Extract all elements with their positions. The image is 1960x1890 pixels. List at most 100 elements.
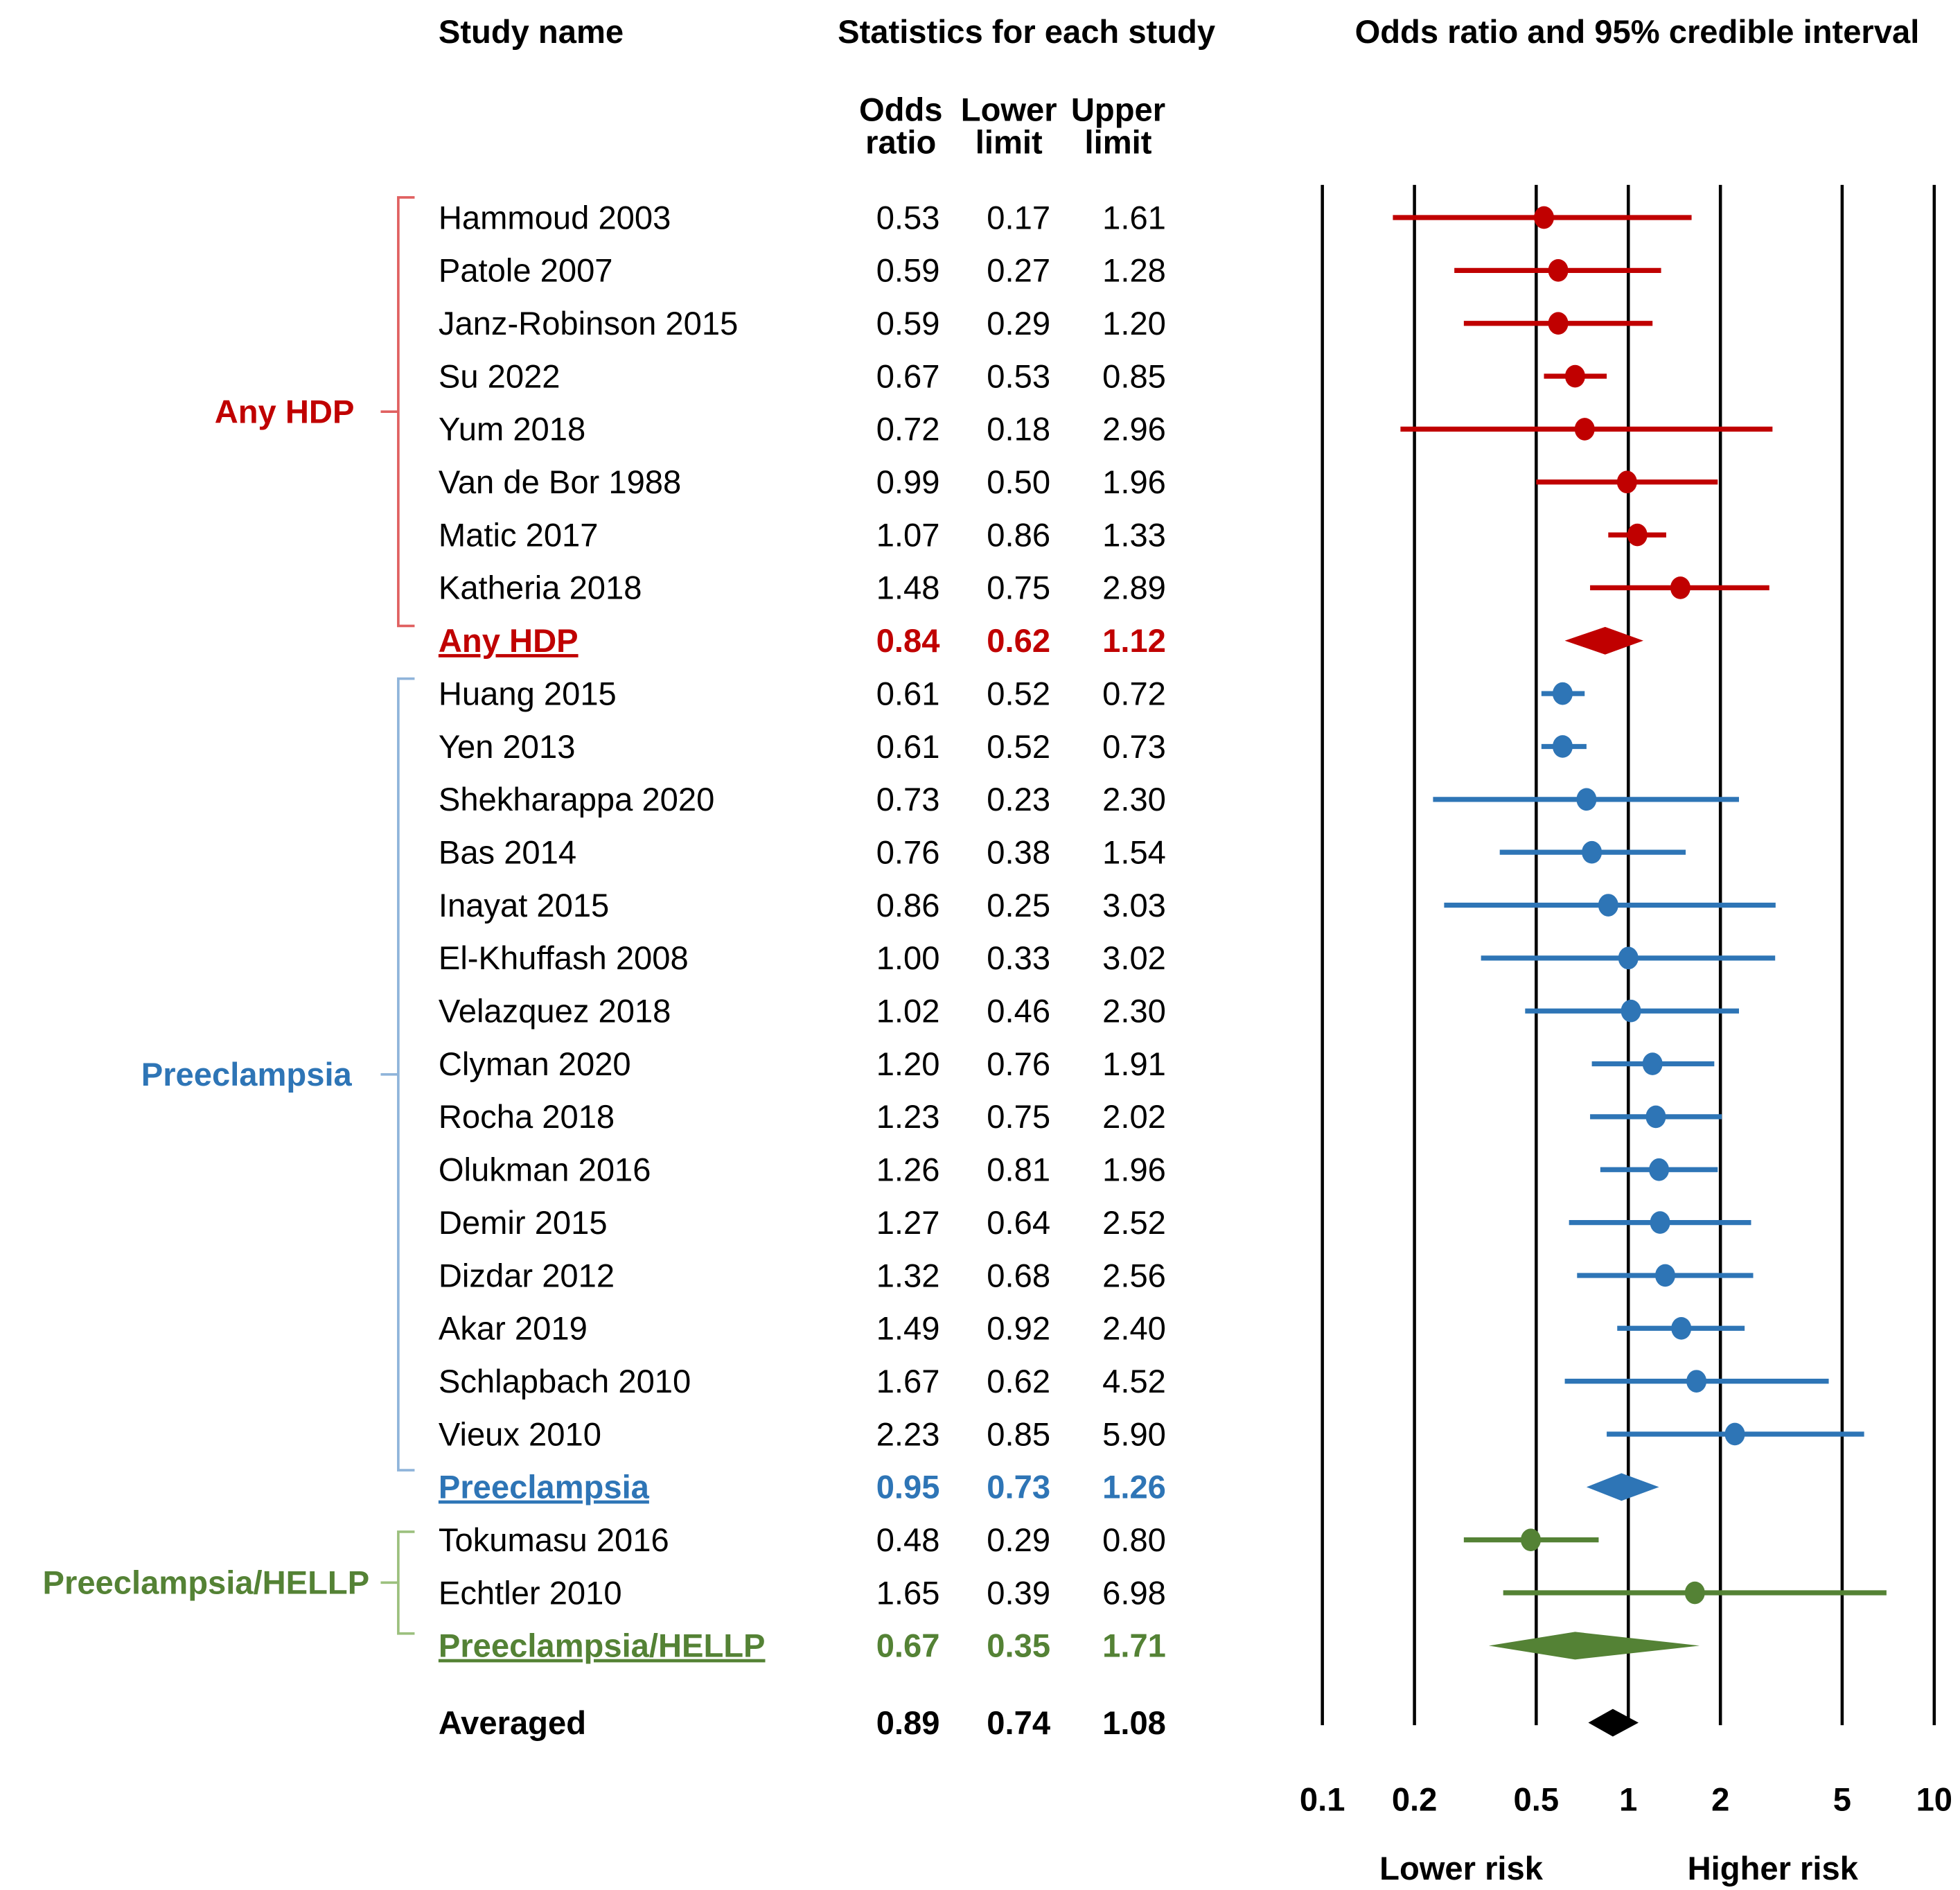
lower-limit: 0.86 [987, 516, 1050, 553]
study-row: Shekharappa 2020 0.73 0.23 2.30 [439, 781, 1739, 818]
odds-ratio: 1.65 [876, 1574, 940, 1611]
lower-limit: 0.52 [987, 675, 1050, 712]
lower-limit: 0.46 [987, 993, 1050, 1030]
study-row: Matic 2017 1.07 0.86 1.33 [439, 516, 1666, 553]
study-name: Su 2022 [439, 357, 560, 394]
upper-limit: 1.20 [1102, 305, 1166, 342]
header-study-name: Study name [439, 13, 624, 50]
study-name: Demir 2015 [439, 1204, 608, 1241]
group-label: Any HDP [215, 394, 355, 430]
point-estimate [1520, 1528, 1541, 1551]
upper-limit: 2.30 [1102, 781, 1166, 818]
point-estimate [1686, 1370, 1707, 1393]
study-name: Schlapbach 2010 [439, 1363, 691, 1399]
study-row: Clyman 2020 1.20 0.76 1.91 [439, 1045, 1715, 1082]
lower-limit: 0.35 [987, 1627, 1050, 1664]
group-bracket [380, 196, 415, 628]
lower-limit: 0.75 [987, 1098, 1050, 1135]
pooled-row: Preeclampsia/HELLP 0.67 0.35 1.71 [439, 1627, 1700, 1664]
odds-ratio: 2.23 [876, 1415, 940, 1452]
upper-limit: 3.03 [1102, 887, 1166, 924]
study-row: Yen 2013 0.61 0.52 0.73 [439, 728, 1587, 765]
odds-ratio: 0.67 [876, 357, 940, 394]
study-name: Janz-Robinson 2015 [439, 305, 738, 342]
upper-limit: 1.33 [1102, 516, 1166, 553]
lower-limit: 0.64 [987, 1204, 1050, 1241]
study-row: Demir 2015 1.27 0.64 2.52 [439, 1204, 1751, 1241]
odds-ratio: 1.48 [876, 569, 940, 606]
x-tick-label: 0.2 [1392, 1781, 1438, 1817]
lower-limit: 0.75 [987, 569, 1050, 606]
point-estimate [1650, 1211, 1670, 1234]
study-name: Dizdar 2012 [439, 1257, 615, 1293]
lower-limit: 0.50 [987, 463, 1050, 500]
odds-ratio: 0.59 [876, 305, 940, 342]
header-lower-1: Lower [961, 91, 1057, 127]
x-tick-label: 10 [1916, 1781, 1952, 1817]
upper-limit: 2.96 [1102, 411, 1166, 448]
lower-limit: 0.92 [987, 1310, 1050, 1347]
study-row: Van de Bor 1988 0.99 0.50 1.96 [439, 463, 1718, 500]
lower-limit: 0.76 [987, 1045, 1050, 1082]
study-name: Huang 2015 [439, 675, 617, 712]
upper-limit: 0.80 [1102, 1521, 1166, 1558]
point-estimate [1618, 946, 1639, 970]
study-row: Bas 2014 0.76 0.38 1.54 [439, 833, 1686, 870]
odds-ratio: 0.84 [876, 622, 940, 659]
odds-ratio: 0.89 [876, 1704, 940, 1741]
lower-limit: 0.85 [987, 1415, 1050, 1452]
point-estimate [1684, 1581, 1705, 1605]
point-estimate [1724, 1422, 1745, 1446]
study-row: Janz-Robinson 2015 0.59 0.29 1.20 [439, 305, 1653, 342]
study-name: Yum 2018 [439, 411, 585, 448]
header-lower-2: limit [975, 124, 1043, 161]
study-name: El-Khuffash 2008 [439, 939, 689, 976]
study-row: Dizdar 2012 1.32 0.68 2.56 [439, 1257, 1754, 1293]
study-row: Olukman 2016 1.26 0.81 1.96 [439, 1151, 1718, 1188]
lower-limit: 0.27 [987, 252, 1050, 289]
point-estimate [1548, 312, 1569, 335]
lower-limit: 0.18 [987, 411, 1050, 448]
upper-limit: 2.89 [1102, 569, 1166, 606]
study-name: Bas 2014 [439, 833, 576, 870]
point-estimate [1576, 788, 1597, 811]
upper-limit: 1.26 [1102, 1469, 1166, 1505]
lower-limit: 0.38 [987, 833, 1050, 870]
study-row: Rocha 2018 1.23 0.75 2.02 [439, 1098, 1722, 1135]
pooled-diamond [1564, 626, 1643, 655]
lower-limit: 0.81 [987, 1151, 1050, 1188]
odds-ratio: 1.02 [876, 993, 940, 1030]
study-row: Echtler 2010 1.65 0.39 6.98 [439, 1574, 1887, 1611]
study-name: Echtler 2010 [439, 1574, 622, 1611]
header-upper-1: Upper [1071, 91, 1165, 127]
lower-limit: 0.23 [987, 781, 1050, 818]
upper-limit: 3.02 [1102, 939, 1166, 976]
upper-limit: 2.02 [1102, 1098, 1166, 1135]
lower-limit: 0.73 [987, 1469, 1050, 1505]
odds-ratio: 0.86 [876, 887, 940, 924]
lower-limit: 0.68 [987, 1257, 1050, 1293]
study-name: Shekharappa 2020 [439, 781, 714, 818]
study-name: Averaged [439, 1704, 586, 1741]
lower-limit: 0.17 [987, 199, 1050, 236]
pooled-diamond [1488, 1632, 1700, 1660]
point-estimate [1671, 1316, 1692, 1340]
study-row: Yum 2018 0.72 0.18 2.96 [439, 411, 1773, 448]
study-row: Vieux 2010 2.23 0.85 5.90 [439, 1415, 1864, 1452]
odds-ratio: 1.49 [876, 1310, 940, 1347]
x-tick-label: 1 [1619, 1781, 1637, 1817]
odds-ratio: 1.00 [876, 939, 940, 976]
upper-limit: 1.96 [1102, 463, 1166, 500]
upper-limit: 2.40 [1102, 1310, 1166, 1347]
odds-ratio: 1.67 [876, 1363, 940, 1399]
point-estimate [1649, 1158, 1670, 1181]
point-estimate [1670, 576, 1690, 599]
point-estimate [1574, 418, 1595, 441]
odds-ratio: 1.32 [876, 1257, 940, 1293]
lower-limit: 0.53 [987, 357, 1050, 394]
study-name: Yen 2013 [439, 728, 576, 765]
upper-limit: 0.72 [1102, 675, 1166, 712]
odds-ratio: 1.23 [876, 1098, 940, 1135]
study-name: Vieux 2010 [439, 1415, 601, 1452]
odds-ratio: 0.53 [876, 199, 940, 236]
